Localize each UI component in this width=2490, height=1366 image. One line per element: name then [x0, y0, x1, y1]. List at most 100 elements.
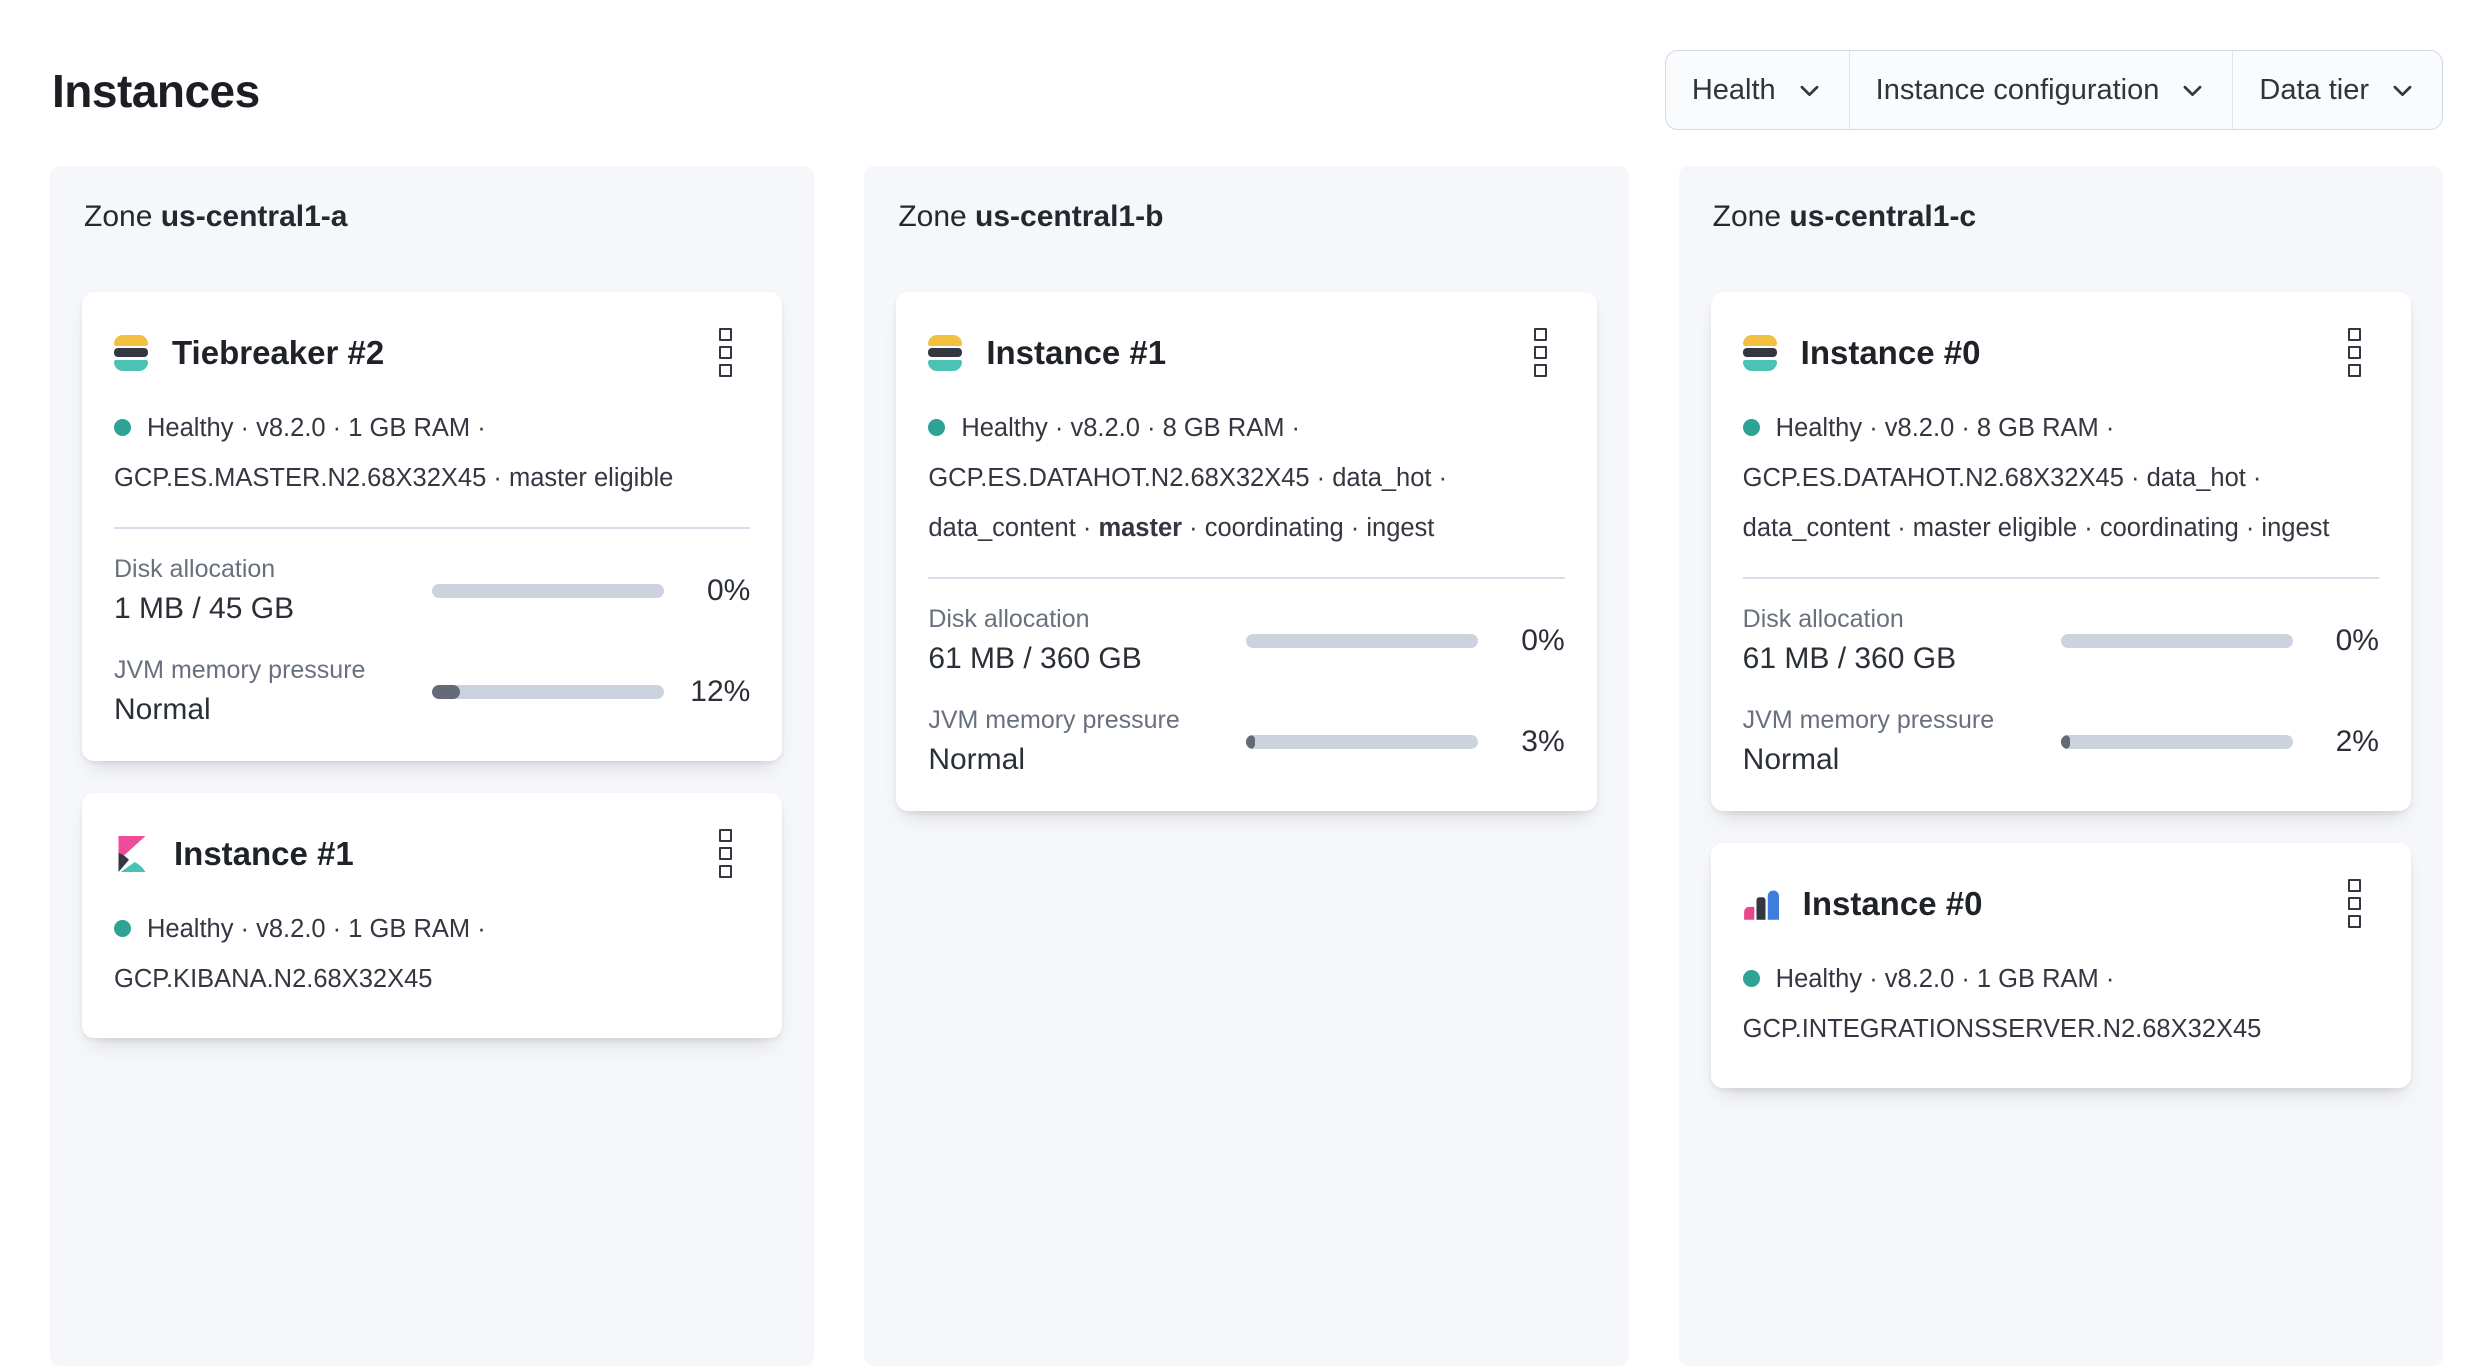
meta-line: Healthy · v8.2.0 · 1 GB RAM ·: [114, 403, 750, 453]
meta-text: GCP.ES.MASTER.N2.68X32X45 · master eligi…: [114, 464, 674, 492]
instance-title: Instance #1: [986, 333, 1167, 371]
metric-value: Normal: [928, 743, 1026, 776]
instance-menu-button[interactable]: [2342, 873, 2367, 934]
page-title: Instances: [52, 65, 260, 117]
metric-percent: 0%: [2335, 623, 2379, 657]
instance-title: Instance #0: [1802, 884, 1983, 922]
metric-percent: 0%: [1521, 623, 1565, 657]
metric-value: Normal: [1742, 743, 1840, 776]
filter-button-instance-configuration[interactable]: Instance configuration: [1850, 51, 2234, 129]
metric-info: JVM memory pressure Normal: [1743, 706, 2061, 777]
zones-container: Zone us-central1-a Tiebreaker #2 Healthy ·…: [0, 166, 2490, 1366]
health-status-text: Healthy: [147, 414, 234, 442]
card-divider: [928, 577, 1565, 579]
chevron-down-icon: [2389, 77, 2416, 104]
meta-text: · v8.2.0 · 1 GB RAM ·: [233, 915, 486, 943]
meta-line: GCP.ES.DATAHOT.N2.68X32X45 · data_hot ·: [928, 453, 1564, 503]
instance-menu-button[interactable]: [713, 823, 738, 884]
instance-card: Instance #0 Healthy · v8.2.0 · 1 GB RAM ·…: [1710, 843, 2411, 1088]
zone-label: Zone: [898, 200, 976, 233]
card-header: Instance #0: [1743, 873, 2379, 934]
health-dot-icon: [1742, 970, 1760, 987]
progress-bar: [1246, 734, 1479, 749]
metric-info: JVM memory pressure Normal: [114, 656, 432, 727]
instance-card: Instance #1 Healthy · v8.2.0 · 1 GB RAM ·…: [82, 793, 783, 1038]
card-divider: [114, 527, 751, 529]
meta-line: Healthy · v8.2.0 · 8 GB RAM ·: [928, 403, 1564, 453]
integrations-server-logo-icon: [1743, 886, 1779, 922]
zone-panel-us-central1-a: Zone us-central1-a Tiebreaker #2 Healthy ·…: [50, 166, 815, 1366]
zone-name: us-central1-b: [975, 200, 1164, 233]
progress-bar: [432, 684, 664, 699]
card-header: Instance #0: [1742, 322, 2379, 383]
page-header: Instances Health Instance configuration …: [0, 0, 2490, 130]
filter-button-data-tier[interactable]: Data tier: [2233, 51, 2442, 129]
meta-line: GCP.ES.MASTER.N2.68X32X45 · master eligi…: [114, 453, 750, 503]
card-header: Tiebreaker #2: [114, 322, 750, 383]
meta-line: Healthy · v8.2.0 · 1 GB RAM ·: [1742, 954, 2379, 1004]
instance-menu-button[interactable]: [713, 322, 738, 383]
metric-info: JVM memory pressure Normal: [928, 706, 1246, 777]
instance-title: Instance #1: [174, 834, 354, 872]
metric-row: Disk allocation 61 MB / 360 GB 0%: [1743, 605, 2379, 676]
health-status-text: Healthy: [1775, 414, 1863, 442]
progress-bar-fill: [432, 684, 460, 699]
health-dot-icon: [114, 419, 131, 436]
metric-label: Disk allocation: [928, 605, 1090, 633]
metric-percent: 3%: [1521, 724, 1565, 758]
metric-label: JVM memory pressure: [114, 656, 366, 684]
instance-card: Instance #0 Healthy · v8.2.0 · 8 GB RAM ·…: [1710, 292, 2411, 811]
filter-button-data-tier-label: Data tier: [2259, 73, 2369, 106]
zone-label: Zone: [84, 200, 161, 233]
metric-value: 61 MB / 360 GB: [1742, 642, 1957, 675]
metric-row: Disk allocation 61 MB / 360 GB 0%: [928, 605, 1564, 676]
zone-header: Zone us-central1-a: [84, 200, 782, 234]
metric-info: Disk allocation 61 MB / 360 GB: [928, 605, 1246, 676]
instance-title: Instance #0: [1800, 333, 1981, 371]
metric-label: Disk allocation: [114, 555, 276, 583]
filter-button-health[interactable]: Health: [1666, 51, 1850, 129]
meta-text: GCP.INTEGRATIONSSERVER.N2.68X32X45: [1742, 1015, 2262, 1043]
instance-meta: Healthy · v8.2.0 · 8 GB RAM · GCP.ES.DATA…: [1742, 403, 2379, 553]
zone-name: us-central1-c: [1789, 200, 1977, 233]
metric-label: Disk allocation: [1742, 605, 1904, 633]
metric-value: 61 MB / 360 GB: [928, 642, 1142, 675]
metric-info: Disk allocation 61 MB / 360 GB: [1743, 605, 2061, 676]
meta-line: Healthy · v8.2.0 · 8 GB RAM ·: [1742, 403, 2379, 453]
elasticsearch-logo-icon: [114, 334, 148, 371]
meta-text: · coordinating · ingest: [1182, 514, 1435, 542]
instance-meta: Healthy · v8.2.0 · 8 GB RAM · GCP.ES.DATA…: [928, 403, 1564, 553]
progress-bar-fill: [2060, 734, 2070, 749]
chevron-down-icon: [1796, 77, 1823, 104]
meta-text: · v8.2.0 · 8 GB RAM ·: [1047, 414, 1301, 442]
health-dot-icon: [114, 920, 131, 937]
meta-text: data_content ·: [928, 514, 1099, 542]
metric-percent: 12%: [690, 674, 751, 708]
elasticsearch-logo-icon: [1742, 334, 1777, 371]
progress-bar: [2060, 633, 2293, 648]
progress-bar: [2060, 734, 2293, 749]
metrics-section: Disk allocation 61 MB / 360 GB 0% JVM memor…: [1743, 605, 2379, 777]
meta-line: GCP.INTEGRATIONSSERVER.N2.68X32X45: [1743, 1004, 2379, 1054]
kibana-logo-icon: [114, 835, 150, 872]
instance-menu-button[interactable]: [2342, 322, 2367, 383]
metric-percent: 0%: [706, 573, 751, 607]
meta-text: GCP.ES.DATAHOT.N2.68X32X45 · data_hot ·: [1742, 464, 2262, 492]
zone-panel-us-central1-b: Zone us-central1-b Instance #1 Healthy · v…: [864, 166, 1629, 1366]
metric-value: Normal: [114, 693, 211, 726]
metric-info: Disk allocation 1 MB / 45 GB: [114, 555, 432, 626]
instance-menu-button[interactable]: [1528, 322, 1553, 383]
health-status-text: Healthy: [1775, 965, 1863, 993]
instance-meta: Healthy · v8.2.0 · 1 GB RAM · GCP.KIBANA.…: [114, 904, 750, 1004]
health-status-text: Healthy: [961, 414, 1048, 442]
filter-group: Health Instance configuration Data tier: [1664, 50, 2443, 130]
zone-header: Zone us-central1-b: [898, 200, 1596, 234]
zone-header: Zone us-central1-c: [1713, 200, 2411, 234]
instance-title: Tiebreaker #2: [172, 333, 385, 371]
filter-button-health-label: Health: [1691, 73, 1776, 106]
instance-card: Tiebreaker #2 Healthy · v8.2.0 · 1 GB RAM…: [82, 292, 783, 761]
meta-text: · v8.2.0 · 1 GB RAM ·: [1862, 965, 2115, 993]
progress-bar: [432, 583, 664, 598]
metric-label: JVM memory pressure: [928, 706, 1180, 734]
metric-row: Disk allocation 1 MB / 45 GB 0%: [114, 555, 750, 626]
